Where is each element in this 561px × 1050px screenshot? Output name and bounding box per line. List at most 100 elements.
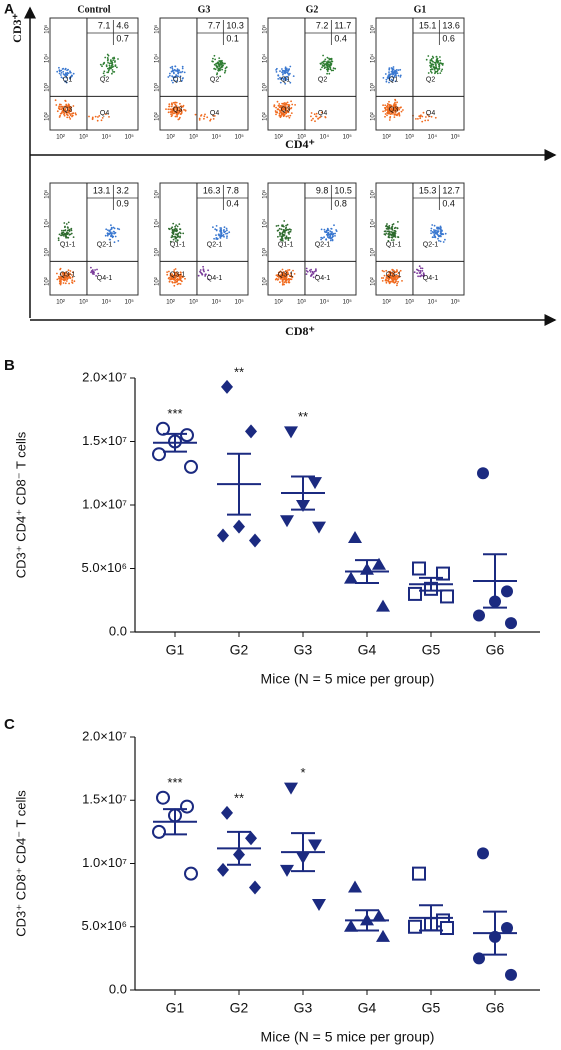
- event-dot: [434, 116, 437, 119]
- event-dot: [200, 115, 202, 117]
- event-dot: [384, 115, 386, 118]
- event-dot: [285, 276, 287, 278]
- event-dot: [327, 68, 330, 71]
- quadrant-value: 0.1: [226, 33, 239, 43]
- event-dot: [106, 234, 109, 237]
- event-dot: [440, 70, 443, 72]
- event-dot: [179, 228, 181, 231]
- x-tick-label: 10⁵: [451, 299, 461, 306]
- event-dot: [74, 112, 77, 115]
- event-dot: [283, 220, 286, 222]
- data-point: [412, 561, 426, 576]
- event-dot: [71, 276, 74, 279]
- panel-label: A: [4, 1, 14, 17]
- event-dot: [433, 69, 436, 71]
- event-dot: [276, 67, 278, 70]
- event-dot: [399, 68, 402, 71]
- event-dot: [431, 60, 434, 62]
- event-dot: [283, 272, 286, 275]
- y-tick-label: 10⁴: [370, 218, 377, 228]
- event-dot: [289, 237, 291, 239]
- event-dot: [385, 277, 388, 279]
- event-dot: [108, 64, 111, 67]
- y-tick-label: 10⁴: [262, 53, 269, 63]
- event-dot: [285, 78, 288, 80]
- event-dot: [107, 67, 109, 70]
- event-dot: [281, 68, 283, 70]
- event-dot: [330, 60, 332, 63]
- quadrant-value: 0.7: [116, 33, 129, 43]
- event-dot: [104, 234, 107, 237]
- event-dot: [65, 276, 68, 278]
- event-dot: [330, 63, 333, 66]
- data-point: [312, 521, 326, 534]
- quadrant-value: 7.7: [208, 20, 221, 30]
- event-dot: [220, 227, 223, 230]
- y-tick-label: 10³: [155, 83, 161, 92]
- gate-label: Q4: [318, 110, 327, 117]
- event-dot: [391, 79, 394, 82]
- event-dot: [422, 275, 425, 278]
- event-dot: [181, 280, 183, 283]
- event-dot: [66, 226, 69, 229]
- event-dot: [399, 74, 402, 77]
- event-dot: [110, 66, 113, 69]
- event-dot: [93, 273, 95, 275]
- event-dot: [71, 274, 73, 276]
- event-dot: [219, 60, 222, 62]
- x-tick-label: 10⁴: [102, 134, 112, 141]
- event-dot: [322, 54, 324, 57]
- event-dot: [203, 115, 206, 118]
- event-dot: [172, 233, 175, 236]
- x-tick-label: 10⁴: [212, 299, 222, 306]
- event-dot: [319, 68, 322, 71]
- data-point: [221, 379, 233, 394]
- event-dot: [218, 65, 221, 68]
- event-dot: [330, 231, 333, 234]
- event-dot: [394, 80, 397, 83]
- event-dot: [65, 81, 68, 84]
- quadrant-value: 0.6: [442, 33, 455, 43]
- y-tick-label: 10⁴: [370, 53, 377, 63]
- y-tick-label: 1.5×10⁷: [82, 792, 127, 807]
- event-dot: [111, 234, 113, 237]
- gate-label: Q1-1: [170, 241, 186, 248]
- event-dot: [287, 269, 289, 271]
- event-dot: [106, 59, 109, 62]
- data-point: [245, 831, 257, 846]
- quadrant-value: 7.2: [316, 20, 329, 30]
- event-dot: [110, 62, 112, 64]
- event-dot: [388, 100, 390, 103]
- x-tick-label: 10³: [79, 300, 88, 306]
- significance: ***: [167, 775, 182, 790]
- event-dot: [64, 225, 66, 228]
- event-dot: [219, 234, 221, 237]
- event-dot: [330, 233, 332, 236]
- event-dot: [434, 229, 436, 232]
- event-dot: [389, 109, 392, 112]
- event-dot: [175, 70, 178, 72]
- event-dot: [169, 72, 171, 75]
- axis-label: CD8⁺: [285, 324, 315, 338]
- event-dot: [206, 116, 209, 119]
- event-dot: [334, 232, 336, 235]
- x-tick-label: G1: [166, 1000, 185, 1016]
- event-dot: [114, 61, 116, 63]
- event-dot: [106, 71, 109, 74]
- event-dot: [432, 56, 435, 59]
- event-dot: [396, 109, 398, 112]
- event-dot: [430, 70, 432, 73]
- event-dot: [282, 73, 284, 76]
- event-dot: [389, 104, 392, 107]
- x-tick-label: 10⁵: [343, 134, 353, 141]
- event-dot: [275, 71, 278, 73]
- event-dot: [288, 116, 291, 119]
- event-dot: [171, 67, 174, 70]
- event-dot: [284, 105, 287, 107]
- event-dot: [326, 56, 329, 59]
- gate-label: Q2: [210, 76, 219, 83]
- event-dot: [326, 61, 329, 64]
- event-dot: [289, 65, 292, 68]
- event-dot: [183, 108, 185, 111]
- event-dot: [286, 272, 288, 275]
